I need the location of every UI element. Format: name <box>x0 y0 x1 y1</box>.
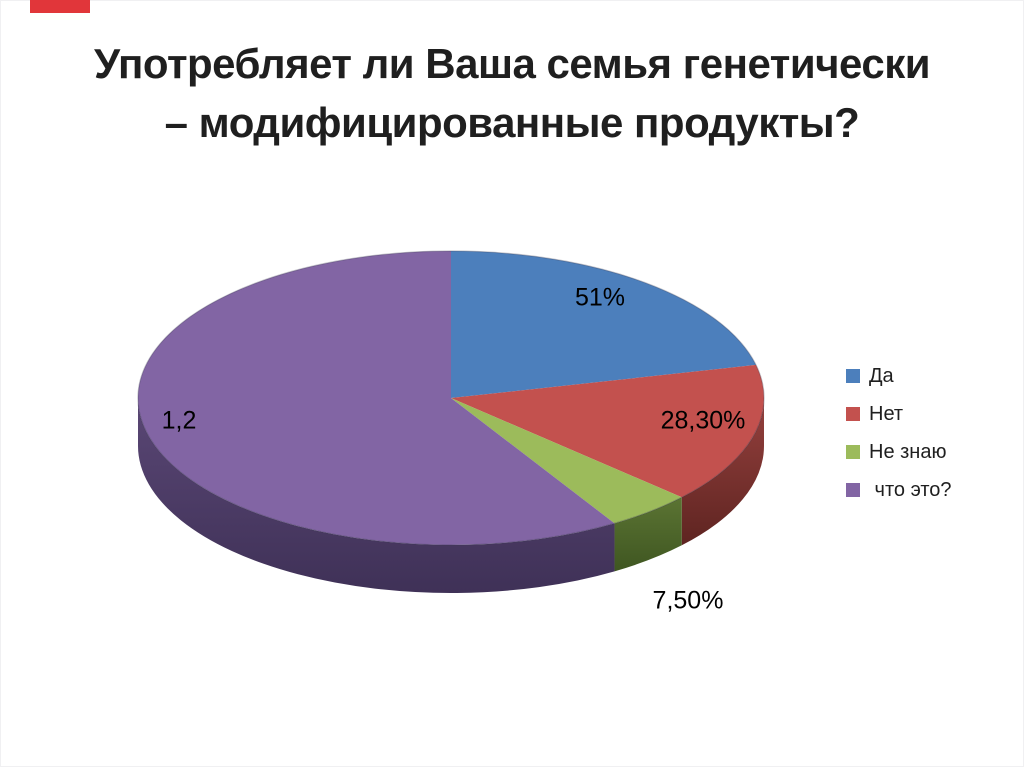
legend-item-chto-eto: что это? <box>846 471 952 509</box>
pie-top-0 <box>451 251 756 398</box>
title-line-2: – модифицированные продукты? <box>164 99 860 146</box>
pie-side-3 <box>138 398 615 593</box>
chart-legend: Да Нет Не знаю что это? <box>846 357 952 509</box>
legend-label-da: Да <box>869 364 894 387</box>
legend-label-ne-znayu: Не знаю <box>869 440 947 463</box>
red-corner-mark <box>30 0 90 13</box>
data-label-chto-eto: 1,2 <box>161 406 197 435</box>
legend-item-da: Да <box>846 357 952 395</box>
data-label-ne-znayu: 7,50% <box>652 586 724 615</box>
legend-swatch-da-icon <box>846 369 860 383</box>
pie-top-3 <box>137 250 615 545</box>
title-line-1: Употребляет ли Ваша семья генетически <box>93 40 931 87</box>
legend-label-net: Нет <box>869 402 904 425</box>
page-title: Употребляет ли Ваша семья генетически – … <box>0 34 1024 152</box>
legend-swatch-ne-znayu-icon <box>846 445 860 459</box>
pie-top-1 <box>451 364 764 498</box>
legend-item-net: Нет <box>846 395 952 433</box>
pie-side-1 <box>681 398 764 546</box>
pie-top-2 <box>451 398 682 524</box>
pie-top-edge <box>137 250 765 546</box>
legend-item-ne-znayu: Не знаю <box>846 433 952 471</box>
data-label-net: 28,30% <box>660 406 746 435</box>
legend-swatch-net-icon <box>846 407 860 421</box>
data-label-da: 51% <box>574 283 626 312</box>
legend-swatch-chto-eto-icon <box>846 483 860 497</box>
pie-side-2 <box>614 497 682 572</box>
legend-label-chto-eto: что это? <box>869 478 952 501</box>
